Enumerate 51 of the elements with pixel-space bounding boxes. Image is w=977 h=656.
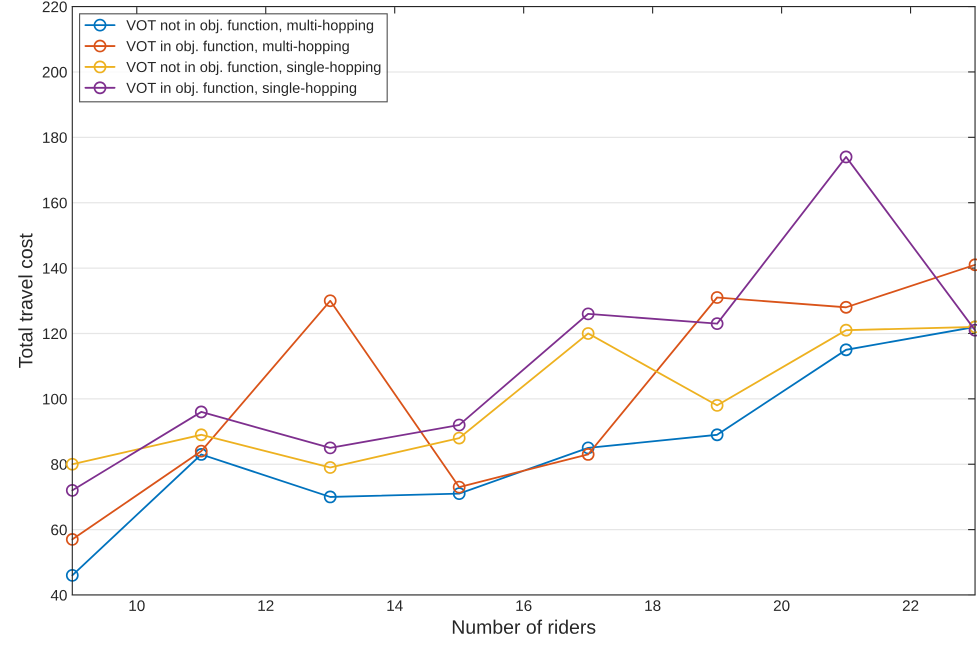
y-tick-label: 120	[43, 328, 67, 340]
point	[840, 324, 852, 337]
point	[710, 291, 724, 304]
point	[582, 448, 595, 461]
y-axis-title: Total travel cost	[18, 233, 33, 368]
point	[194, 428, 208, 442]
x-tick-label: 20	[774, 600, 790, 612]
point	[582, 327, 595, 340]
x-tick-label: 14	[387, 600, 403, 611]
point	[66, 568, 79, 582]
y-tick-label: 40	[50, 590, 67, 601]
y-tick-label: 200	[42, 66, 67, 78]
x-tick-label: 16	[516, 600, 532, 612]
point	[66, 533, 79, 546]
point	[194, 448, 208, 461]
legend-label: VOT not in obj. function, multi-hopping	[126, 20, 374, 34]
x-tick-label: 10	[129, 600, 145, 612]
legend-label: VOT in obj. function, multi-hopping	[126, 40, 349, 54]
point	[66, 458, 79, 471]
point	[194, 406, 208, 418]
point	[452, 432, 466, 444]
point	[324, 490, 337, 504]
x-tick-label: 12	[258, 600, 274, 611]
point	[710, 428, 724, 442]
y-tick-label: 60	[51, 524, 67, 536]
point	[194, 444, 208, 458]
point	[452, 487, 466, 500]
point	[324, 294, 337, 308]
point	[324, 441, 337, 454]
point	[66, 484, 79, 497]
point	[452, 480, 466, 494]
point	[840, 300, 852, 314]
point	[324, 461, 337, 474]
x-tick-label: 22	[902, 600, 918, 611]
legend-label: VOT in obj. function, single-hopping	[126, 82, 356, 96]
y-tick-label: 160	[43, 198, 67, 208]
point	[840, 150, 852, 164]
y-tick-label: 180	[43, 132, 67, 144]
y-tick-label: 100	[43, 394, 67, 405]
legend-label: VOT not in obj. function, single-hopping	[126, 61, 380, 76]
x-tick-label: 18	[645, 600, 660, 612]
y-tick-label: 80	[51, 459, 67, 470]
y-tick-label: 220	[42, 1, 67, 12]
x-axis-title: Number of riders	[452, 620, 596, 634]
point	[582, 307, 595, 320]
point	[710, 317, 724, 330]
point	[710, 398, 724, 412]
point	[840, 343, 852, 356]
point	[452, 418, 466, 432]
point	[582, 441, 595, 454]
y-tick-label: 140	[43, 262, 67, 274]
